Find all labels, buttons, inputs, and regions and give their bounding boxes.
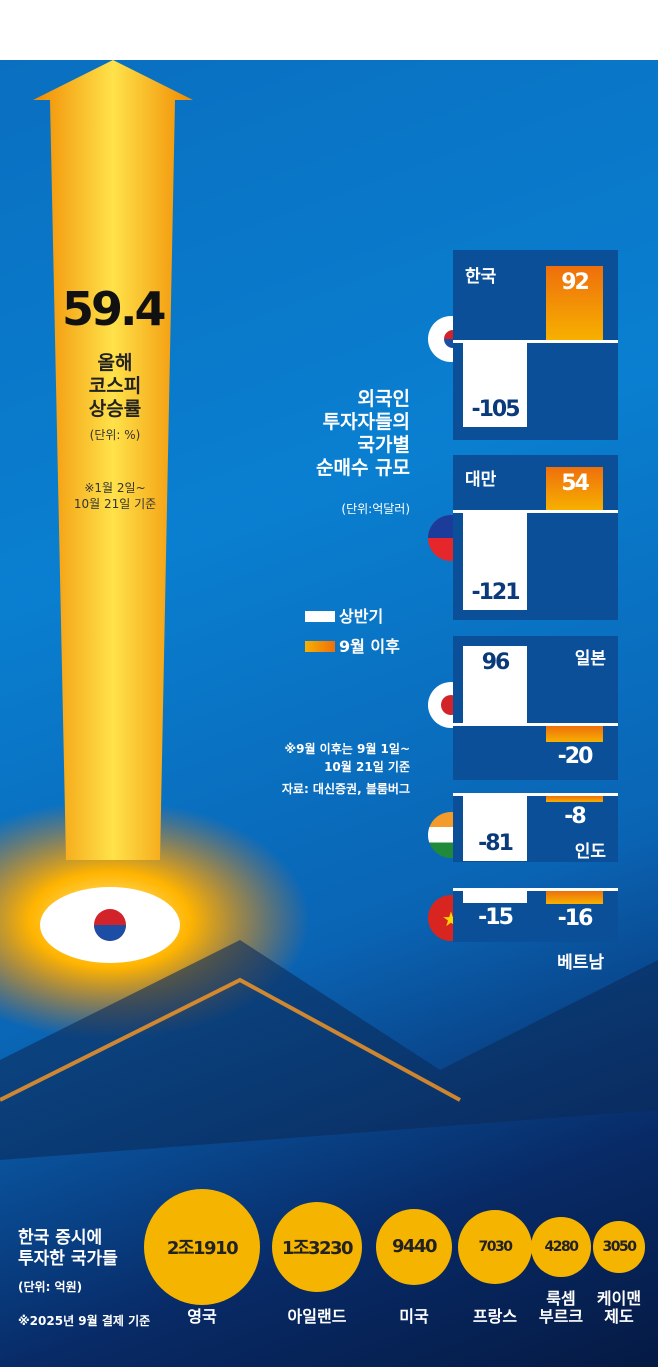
bubble-country-label: 미국 <box>399 1307 429 1326</box>
panel-4: -15 -16 베트남 <box>453 888 618 973</box>
legend-item-since-september: 9월 이후 <box>305 633 400 657</box>
value-label: -81 <box>478 830 514 856</box>
bubble-4: 4280 <box>531 1217 591 1277</box>
bar-first-half-일본 <box>463 646 527 723</box>
country-label: 일본 <box>574 649 606 669</box>
up-arrow <box>33 60 193 860</box>
country-label: 한국 <box>465 267 497 287</box>
panel-1: -121 54 대만 <box>453 455 618 620</box>
value-label: -105 <box>471 397 520 422</box>
net-buy-note: ※9월 이후는 9월 1일~ 10월 21일 기준 자료: 대신증권, 블룸버그 <box>281 742 410 796</box>
value-label: -16 <box>557 905 594 931</box>
value-label: -121 <box>471 579 520 605</box>
net-buy-title: 외국인 투자자들의 국가별 순매수 규모 <box>315 388 410 479</box>
bar-first-half-인도 <box>463 796 527 861</box>
value-label: -15 <box>478 905 514 930</box>
kospi-unit: (단위: %) <box>89 428 141 442</box>
value-label: -8 <box>564 804 586 830</box>
zero-line <box>453 888 618 891</box>
value-label: -20 <box>557 744 594 769</box>
country-label: 베트남 <box>557 953 604 973</box>
value-label: 54 <box>561 470 590 496</box>
value-label: 92 <box>561 270 590 296</box>
panel-0: -105 92 한국 <box>453 250 618 440</box>
country-label: 대만 <box>465 470 497 490</box>
value-label: 96 <box>481 650 511 676</box>
bubble-5: 3050 <box>593 1221 645 1273</box>
bubble-note: ※2025년 9월 결제 기준 <box>18 1314 151 1328</box>
bubble-country-label: 영국 <box>187 1307 217 1326</box>
bubble-0: 2조1910 <box>144 1189 260 1305</box>
kospi-arrow-illustration <box>0 60 658 1160</box>
bubble-country-label: 케이맨 제도 <box>596 1289 642 1326</box>
bubble-country-label: 룩셈 부르크 <box>538 1289 584 1326</box>
bar-since-september-인도 <box>546 796 603 803</box>
bar-first-half-대만 <box>463 513 527 610</box>
bubble-2: 9440 <box>375 1208 453 1286</box>
bar-since-september-대만 <box>546 466 603 510</box>
bubble-unit: (단위: 억원) <box>18 1280 83 1294</box>
bar-first-half-베트남 <box>463 891 527 903</box>
bar-since-september-베트남 <box>546 891 603 904</box>
bubble-1: 1조3230 <box>271 1201 363 1293</box>
bar-since-september-일본 <box>546 726 603 742</box>
country-label: 인도 <box>574 842 606 862</box>
legend-item-first-half: 상반기 <box>305 603 400 627</box>
bubble-country-label: 프랑스 <box>472 1307 518 1326</box>
panel-2: 96 -20 일본 <box>453 636 618 780</box>
zero-line <box>453 793 618 796</box>
kospi-value: 59.4 <box>62 282 166 336</box>
panel-3: -81 -8 인도 <box>453 793 618 862</box>
bubble-country-label: 아일랜드 <box>287 1307 347 1326</box>
bubble-3: 7030 <box>458 1210 532 1284</box>
bubble-title: 한국 증시에 투자한 국가들 <box>18 1228 118 1269</box>
legend: 상반기 9월 이후 <box>305 603 400 657</box>
kospi-note: ※1월 2일~ 10월 21일 기준 <box>73 481 157 511</box>
net-buy-unit: (단위:억달러) <box>341 502 410 516</box>
zero-line <box>453 510 618 513</box>
kospi-title: 올해 코스피 상승률 <box>88 352 142 420</box>
bar-since-september-한국 <box>546 266 603 340</box>
zero-line <box>453 723 618 726</box>
bar-first-half-한국 <box>463 343 527 427</box>
zero-line <box>453 340 618 343</box>
